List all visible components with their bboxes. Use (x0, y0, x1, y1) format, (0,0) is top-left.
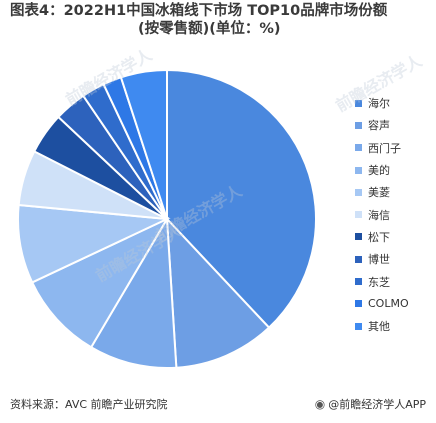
legend-swatch (355, 278, 362, 286)
pie-slice-1 (165, 216, 271, 369)
chart-legend: 海尔容声西门子美的美菱海信松下博世东芝 COLMO 其他 (355, 92, 433, 337)
chart-title-line2: (按零售额)(单位：%) (138, 21, 281, 37)
legend-item: 容声 (355, 114, 433, 136)
legend-label: 海信 (368, 208, 390, 222)
legend-swatch (355, 300, 362, 308)
legend-swatch (355, 233, 362, 241)
brand-label: @前瞻经济学人APP (328, 398, 426, 411)
legend-swatch (355, 322, 362, 330)
legend-label: 美菱 (368, 186, 390, 200)
legend-label: 西门子 (368, 141, 401, 155)
legend-label: 松下 (368, 230, 390, 244)
pie-slice-0 (166, 68, 318, 330)
circle-logo-icon: ◉ (314, 397, 326, 411)
legend-label: 美的 (368, 164, 390, 178)
legend-item: 东芝 (355, 270, 433, 292)
pie-slice-2 (89, 215, 178, 370)
legend-swatch (355, 255, 362, 263)
footer: 资料来源：AVC 前瞻产业研究院 ◉ @前瞻经济学人APP (10, 394, 426, 414)
legend-label: 东芝 (368, 275, 390, 289)
legend-item: 松下 (355, 226, 433, 248)
chart-title: 图表4：2022H1中国冰箱线下市场 TOP10品牌市场份额 (按零售额)(单位… (10, 2, 426, 38)
legend-label: 海尔 (368, 97, 390, 111)
legend-item: 海信 (355, 203, 433, 225)
legend-swatch (355, 144, 362, 152)
brand-credit: ◉ @前瞻经济学人APP (315, 396, 426, 412)
legend-item: 美的 (355, 159, 433, 181)
legend-item: 美菱 (355, 181, 433, 203)
legend-swatch (355, 99, 362, 107)
legend-label: COLMO (368, 297, 409, 311)
legend-label: 其他 (368, 320, 390, 334)
source-note: 资料来源：AVC 前瞻产业研究院 (10, 398, 168, 411)
legend-label: 博世 (368, 253, 390, 267)
legend-item: 海尔 (355, 92, 433, 114)
legend-swatch (355, 188, 362, 196)
pie-slice-10 (119, 68, 168, 220)
legend-item: 博世 (355, 248, 433, 270)
legend-swatch (355, 211, 362, 219)
legend-item: 西门子 (355, 137, 433, 159)
legend-label: 容声 (368, 119, 390, 133)
legend-swatch (355, 121, 362, 129)
chart-title-line1: 图表4：2022H1中国冰箱线下市场 TOP10品牌市场份额 (10, 3, 388, 19)
pie-slice-3 (30, 216, 170, 349)
legend-swatch (355, 166, 362, 174)
legend-item: COLMO (355, 293, 433, 315)
legend-item: 其他 (355, 315, 433, 337)
